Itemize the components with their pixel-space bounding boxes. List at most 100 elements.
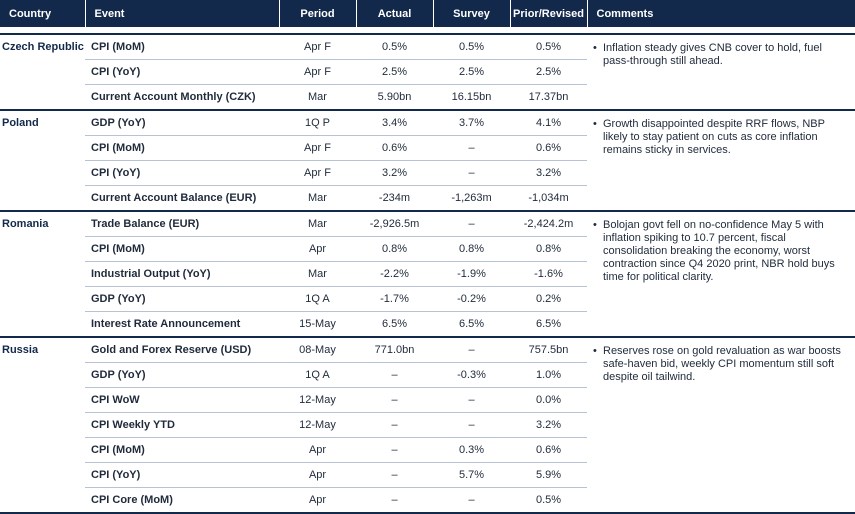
period-cell: 1Q A (279, 286, 356, 312)
header-event: Event (85, 0, 280, 27)
prior-cell: 6.5% (510, 311, 587, 338)
actual-cell: -234m (356, 185, 433, 212)
period-cell: Mar (279, 185, 356, 212)
table-row: CPI Weekly YTD 12-May – –3.2% (0, 412, 855, 438)
survey-cell: – (433, 337, 510, 363)
actual-cell: – (356, 487, 433, 514)
table-row: GDP (YoY) 1Q A -1.7% -0.2% 0.2% (0, 286, 855, 312)
actual-cell: 6.5% (356, 311, 433, 338)
header-row: Country Event Period Actual Survey Prior… (0, 0, 855, 27)
period-cell: Apr F (279, 160, 356, 186)
event-name: GDP (YoY) (85, 362, 279, 388)
event-name: Trade Balance (EUR) (85, 211, 279, 237)
survey-cell: -1.9% (433, 261, 510, 287)
table-row: CPI (YoY) Apr F 2.5% 2.5% 2.5% (0, 59, 855, 85)
prior-cell: -1,034m (510, 185, 587, 212)
table-row: Industrial Output (YoY) Mar -2.2% -1.9% -1.6… (0, 261, 855, 287)
event-name: CPI (MoM) (85, 236, 279, 262)
table-row: Romania Trade Balance (EUR) Mar -2,926.5m – -… (0, 211, 855, 338)
event-name: CPI (YoY) (85, 59, 279, 85)
actual-cell: -2.2% (356, 261, 433, 287)
period-cell: Apr F (279, 135, 356, 161)
country-name: Russia (0, 337, 85, 514)
survey-cell: – (433, 135, 510, 161)
survey-cell: 5.7% (433, 462, 510, 488)
actual-cell: 5.90bn (356, 84, 433, 111)
survey-cell: 6.5% (433, 311, 510, 338)
period-cell: Mar (279, 211, 356, 237)
survey-cell: – (433, 387, 510, 413)
period-cell: Mar (279, 84, 356, 111)
prior-cell: 17.37bn (510, 84, 587, 111)
survey-cell: 0.3% (433, 437, 510, 463)
table-row: CPI (MoM) Apr 0.8% 0.8% 0.8% (0, 236, 855, 262)
prior-cell: 0.2% (510, 286, 587, 312)
event-name: GDP (YoY) (85, 286, 279, 312)
prior-cell: 0.8% (510, 236, 587, 262)
period-cell: Mar (279, 261, 356, 287)
period-cell: 15-May (279, 311, 356, 338)
period-cell: 1Q A (279, 362, 356, 388)
prior-cell: 1.0% (510, 362, 587, 388)
survey-cell: 16.15bn (433, 84, 510, 111)
table-row: CPI (YoY) Apr –5.7% 5.9% (0, 462, 855, 488)
actual-cell: 2.5% (356, 59, 433, 85)
table-row: CPI (MoM) Apr F 0.6% –0.6% (0, 135, 855, 161)
survey-cell: 3.7% (433, 110, 510, 136)
table-row: Interest Rate Announcement 15-May 6.5% 6.5%… (0, 311, 855, 338)
period-cell: Apr (279, 236, 356, 262)
header-survey: Survey (433, 0, 511, 27)
actual-cell: 3.4% (356, 110, 433, 136)
actual-cell: 3.2% (356, 160, 433, 186)
table-row: CPI (MoM) Apr –0.3% 0.6% (0, 437, 855, 463)
prior-cell: -1.6% (510, 261, 587, 287)
prior-cell: 2.5% (510, 59, 587, 85)
event-name: CPI (MoM) (85, 135, 279, 161)
comment-bullet-text: Growth disappointed despite RRF flows, N… (593, 118, 851, 157)
period-cell: Apr (279, 437, 356, 463)
survey-cell: -1,263m (433, 185, 510, 212)
header-comments: Comments (587, 0, 855, 27)
prior-cell: 3.2% (510, 160, 587, 186)
period-cell: 1Q P (279, 110, 356, 136)
event-name: CPI WoW (85, 387, 279, 413)
event-name: Interest Rate Announcement (85, 311, 279, 338)
country-name: Poland (0, 110, 85, 212)
prior-cell: 0.5% (510, 34, 587, 60)
event-name: CPI Weekly YTD (85, 412, 279, 438)
event-name: CPI (YoY) (85, 462, 279, 488)
prior-cell: 0.6% (510, 437, 587, 463)
event-name: CPI (MoM) (85, 34, 279, 60)
header-period: Period (279, 0, 357, 27)
actual-cell: – (356, 362, 433, 388)
period-cell: 12-May (279, 387, 356, 413)
header-actual: Actual (356, 0, 434, 27)
comment-bullet-text: Bolojan govt fell on no-confidence May 5… (593, 219, 851, 284)
actual-cell: 771.0bn (356, 337, 433, 363)
prior-cell: 4.1% (510, 110, 587, 136)
actual-cell: 0.8% (356, 236, 433, 262)
survey-cell: – (433, 412, 510, 438)
event-name: Current Account Monthly (CZK) (85, 84, 279, 111)
actual-cell: 0.5% (356, 34, 433, 60)
header-country: Country (0, 0, 86, 27)
survey-cell: -0.2% (433, 286, 510, 312)
prior-cell: 0.5% (510, 487, 587, 514)
header-prior: Prior/Revised (510, 0, 588, 27)
event-name: CPI (MoM) (85, 437, 279, 463)
event-name: Industrial Output (YoY) (85, 261, 279, 287)
prior-cell: 0.0% (510, 387, 587, 413)
table-row: GDP (YoY) 1Q A – -0.3% 1.0% (0, 362, 855, 388)
comment-cell: Reserves rose on gold revaluation as war… (587, 337, 855, 514)
survey-cell: -0.3% (433, 362, 510, 388)
event-name: CPI (YoY) (85, 160, 279, 186)
survey-cell: 0.5% (433, 34, 510, 60)
header-spacer (0, 27, 855, 35)
survey-cell: – (433, 160, 510, 186)
event-name: Gold and Forex Reserve (USD) (85, 337, 279, 363)
period-cell: 08-May (279, 337, 356, 363)
event-name: GDP (YoY) (85, 110, 279, 136)
comment-bullet-text: Inflation steady gives CNB cover to hold… (593, 42, 851, 68)
